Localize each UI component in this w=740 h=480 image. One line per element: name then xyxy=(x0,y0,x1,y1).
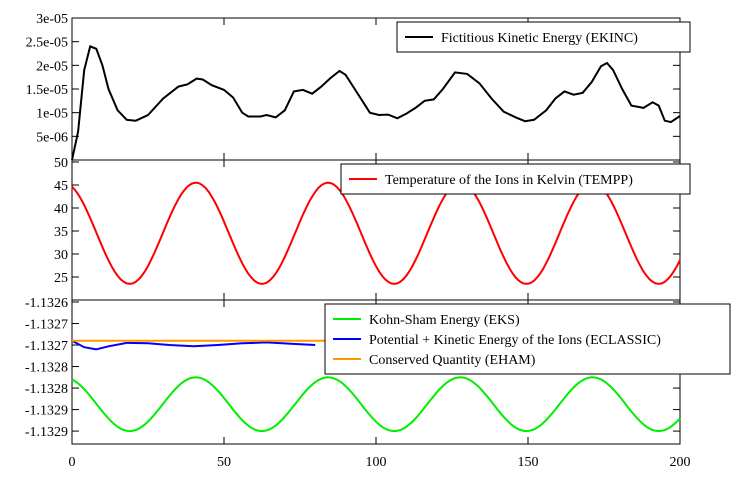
panel-tempp: 25 30 35 40 45 50 Temperature of the Ions in K… xyxy=(54,156,691,301)
x-tick-label: 150 xyxy=(518,455,539,470)
y-tick-label: -1.1326 xyxy=(25,296,68,311)
legend-entry: Potential + Kinetic Energy of the Ions (… xyxy=(369,333,661,348)
y-tick-label: 2e-05 xyxy=(36,59,68,74)
y-tick-label: 35 xyxy=(54,225,68,240)
legend-box xyxy=(324,303,731,375)
y-tick-label: 30 xyxy=(54,248,68,263)
x-tick-label: 50 xyxy=(217,455,231,470)
panel-ekinc: 5e-06 1e-05 1.5e-05 2e-05 2.5e-05 3e-05 Fictit… xyxy=(26,12,691,161)
y-tick-label: -1.1328 xyxy=(25,382,68,397)
series-line xyxy=(71,181,681,285)
y-tick-label: 5e-06 xyxy=(36,130,68,145)
legend-entry: Fictitious Kinetic Energy (EKINC) xyxy=(441,31,638,46)
y-tick-label: -1.1329 xyxy=(25,404,68,419)
y-tick-label: 25 xyxy=(54,271,68,286)
y-tick-label: -1.1329 xyxy=(25,425,68,440)
x-tick-label: 200 xyxy=(670,455,691,470)
y-tick-label: -1.1327 xyxy=(25,318,68,333)
y-tick-label: 1.5e-05 xyxy=(26,83,68,98)
y-tick-label: 50 xyxy=(54,156,68,171)
y-tick-label: 45 xyxy=(54,179,68,194)
y-tick-label: 3e-05 xyxy=(36,12,68,27)
series-line xyxy=(71,339,316,351)
legend-entry: Conserved Quantity (EHAM) xyxy=(369,353,536,368)
y-tick-label: 40 xyxy=(54,202,68,217)
legend-entry: Temperature of the Ions in Kelvin (TEMPP… xyxy=(385,173,633,188)
y-tick-label: 2.5e-05 xyxy=(26,36,68,51)
x-tick-label: 100 xyxy=(366,455,387,470)
legend-box xyxy=(396,21,691,53)
y-tick-label: -1.1328 xyxy=(25,361,68,376)
panel-energies: -1.1329 -1.1329 -1.1328 -1.1328 -1.1327 -1.13… xyxy=(25,296,731,445)
series-line xyxy=(71,376,681,433)
y-tick-label: 1e-05 xyxy=(36,107,68,122)
x-tick-label: 0 xyxy=(69,455,76,470)
y-tick-label: -1.1327 xyxy=(25,339,68,354)
legend-entry: Kohn-Sham Energy (EKS) xyxy=(369,313,520,328)
series-line xyxy=(71,45,681,161)
x-axis: 0 50 100 150 200 xyxy=(69,455,691,470)
legend-box xyxy=(340,163,691,195)
